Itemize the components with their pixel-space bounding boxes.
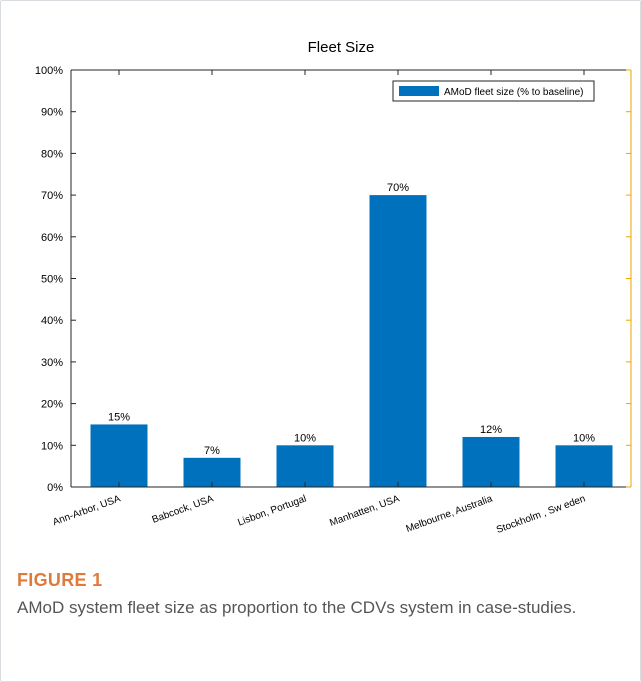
bar-melbourne-australia <box>462 436 520 487</box>
bar-chart: Fleet Size 15% 7% 10% 70% 12% 10% Ann-Arbor, … <box>35 39 632 536</box>
y-tick-label: 60% <box>41 232 63 244</box>
plot-area <box>71 70 631 487</box>
y-tick-label: 20% <box>41 399 63 411</box>
legend-swatch-amod-fleet-size <box>399 86 439 96</box>
y-tick-label: 50% <box>41 274 63 286</box>
x-tick-label-stockholm-sw-eden: Stockholm , Sw eden <box>495 493 587 535</box>
x-tick-label-melbourne-australia: Melbourne, Australia <box>405 493 495 535</box>
y-tick-label: 90% <box>41 107 63 119</box>
bar-manhatten-usa <box>369 195 427 487</box>
y-tick-label: 80% <box>41 148 63 160</box>
y-tick-label: 10% <box>41 440 63 452</box>
data-label-melbourne-australia: 12% <box>480 424 502 436</box>
y-tick-label: 100% <box>35 65 63 77</box>
bar-stockholm-sw-eden <box>555 445 613 487</box>
y-tick-label: 70% <box>41 190 63 202</box>
x-tick-label-lisbon-portugal: Lisbon, Portugal <box>236 493 308 528</box>
data-label-ann-arbor-usa: 15% <box>108 411 130 423</box>
bars-layer: 15% 7% 10% 70% 12% 10% <box>90 182 613 487</box>
x-tick-label-manhatten-usa: Manhatten, USA <box>328 493 401 529</box>
bar-ann-arbor-usa <box>90 424 148 487</box>
legend-box <box>392 80 595 102</box>
bar-lisbon-portugal <box>276 445 334 487</box>
legend: AMoD fleet size (% to baseline) <box>392 80 595 102</box>
x-tick-label-babcock-usa: Babcock, USA <box>151 493 216 526</box>
data-label-babcock-usa: 7% <box>204 445 220 457</box>
data-label-stockholm-sw-eden: 10% <box>573 432 595 444</box>
chart-title: Fleet Size <box>308 39 375 56</box>
data-label-manhatten-usa: 70% <box>387 182 409 194</box>
legend-label-amod-fleet-size: AMoD fleet size (% to baseline) <box>444 87 584 98</box>
figure-caption: AMoD system fleet size as proportion to … <box>17 598 577 617</box>
figure-label: FIGURE 1 <box>17 570 103 590</box>
x-tick-label-ann-arbor-usa: Ann-Arbor, USA <box>51 493 122 528</box>
data-label-lisbon-portugal: 10% <box>294 432 316 444</box>
y-tick-label: 30% <box>41 357 63 369</box>
y-tick-label: 40% <box>41 315 63 327</box>
y-tick-label: 0% <box>47 482 63 494</box>
